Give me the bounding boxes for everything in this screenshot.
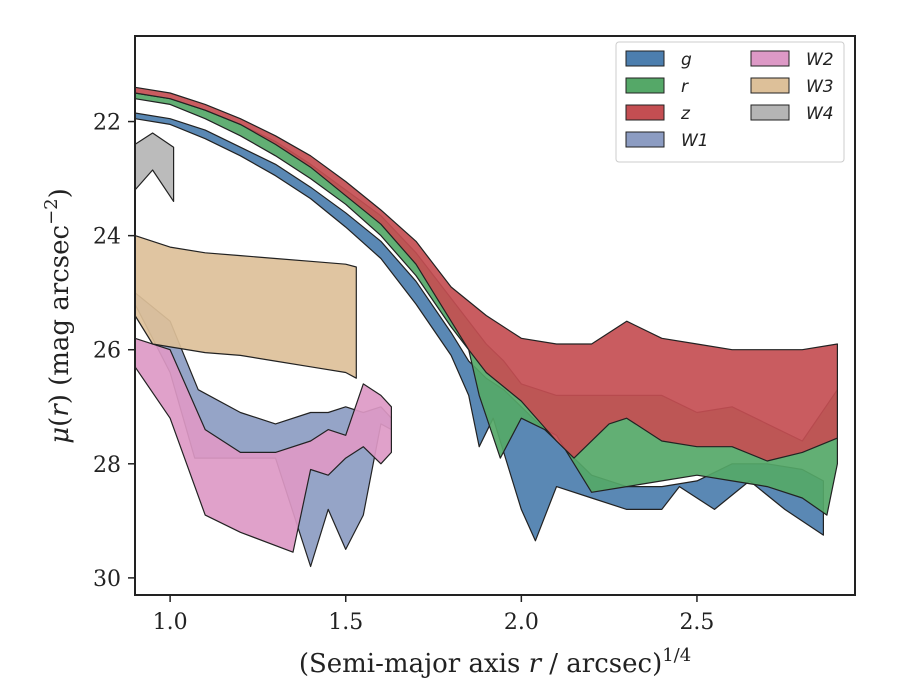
legend-label-z: z: [680, 104, 691, 124]
legend-label-w4: W4: [806, 104, 834, 124]
legend-swatch-z: [625, 104, 665, 121]
x-tick-label: 1.5: [328, 610, 363, 635]
x-tick-label: 2.5: [679, 610, 714, 635]
axis-ticks: 1.0 1.5 2.0 2.5 22 24 26 28 30: [93, 111, 714, 635]
x-tick-label: 2.0: [504, 610, 539, 635]
legend: grz W1 W2 W3 W4: [615, 41, 845, 163]
y-tick-label: 26: [93, 339, 121, 364]
legend-label-w2: W2: [806, 50, 834, 70]
legend-swatch-g: [625, 50, 665, 67]
plot-frame: [134, 35, 856, 596]
legend-swatch-w2: [750, 50, 790, 67]
legend-swatch-w1: [625, 131, 665, 148]
y-axis-label: μ(r) (mag arcsec−2): [41, 188, 75, 444]
legend-swatch-w4: [750, 104, 790, 121]
x-axis-label: (Semi-major axis r / arcsec)1/4: [299, 645, 691, 679]
band-w3: [134, 235, 357, 379]
data-bands: [134, 86, 839, 568]
legend-label-w1: W1: [681, 131, 709, 151]
y-tick-label: 22: [93, 111, 121, 136]
legend-label-g: g: [681, 50, 692, 70]
x-tick-label: 1.0: [153, 610, 188, 635]
legend-swatch-r: [625, 77, 665, 94]
band-w2: [134, 337, 392, 553]
legend-label-r: r: [681, 77, 689, 97]
legend-swatch-w3: [750, 77, 790, 94]
y-tick-label: 24: [93, 225, 121, 250]
y-tick-label: 28: [93, 453, 121, 478]
legend-box: [615, 41, 845, 163]
band-z: [134, 86, 839, 462]
legend-label-w3: W3: [806, 77, 834, 97]
y-tick-label: 30: [93, 567, 121, 592]
